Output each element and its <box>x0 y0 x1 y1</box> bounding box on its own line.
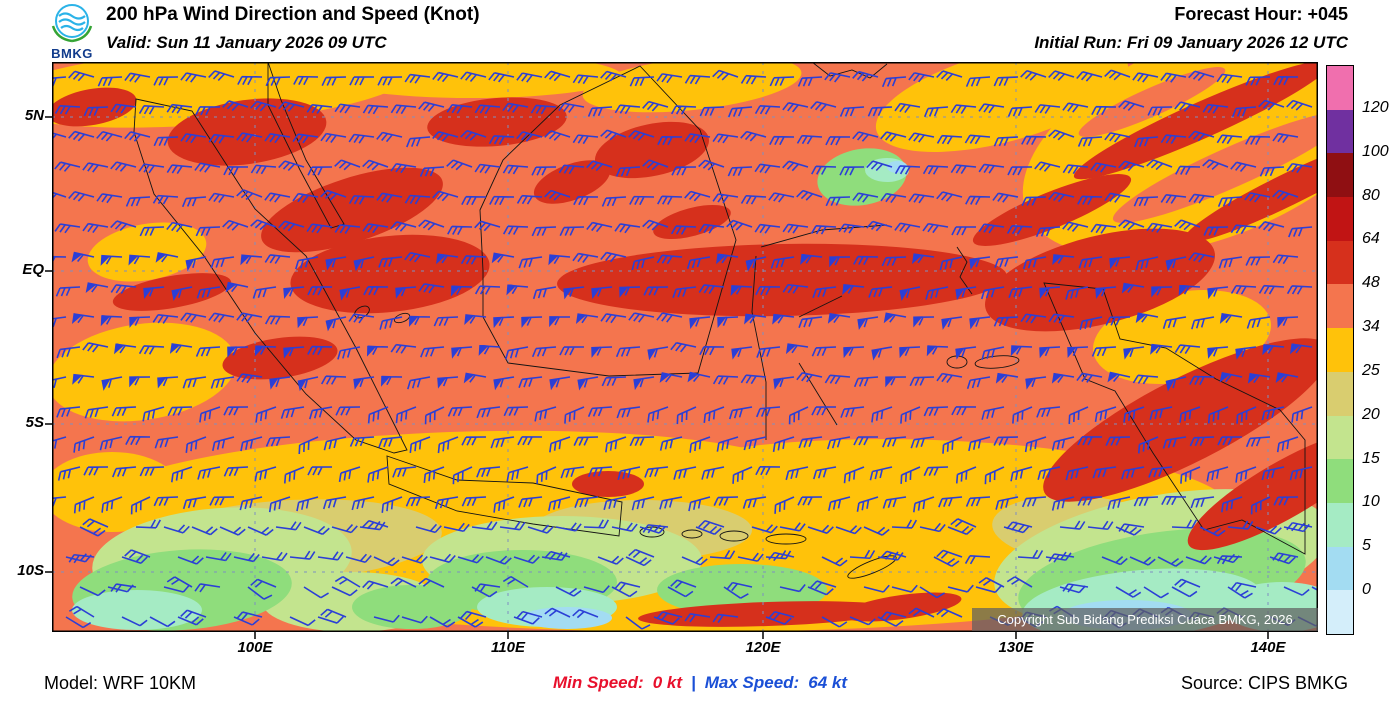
colorbar-label: 25 <box>1362 361 1380 379</box>
min-speed-label: Min Speed: <box>553 673 644 692</box>
colorbar-label: 10 <box>1362 493 1380 511</box>
lon-label: 110E <box>491 639 525 656</box>
colorbar-segment <box>1327 197 1353 241</box>
colorbar-label: 48 <box>1362 274 1380 292</box>
valid-time: Valid: Sun 11 January 2026 09 UTC <box>106 33 387 52</box>
colorbar-label: 64 <box>1362 230 1380 248</box>
colorbar-label: 15 <box>1362 449 1380 467</box>
copyright-overlay: Copyright Sub Bidang Prediksi Cuaca BMKG… <box>972 608 1318 631</box>
lon-label: 100E <box>237 639 273 656</box>
colorbar-label: 34 <box>1362 318 1380 336</box>
colorbar-segment <box>1327 109 1353 154</box>
speed-separator: | <box>690 673 696 692</box>
bmkg-logo-icon <box>51 4 93 43</box>
lon-label: 130E <box>998 639 1034 656</box>
colorbar-segment <box>1327 240 1353 285</box>
colorbar-segment <box>1327 502 1353 547</box>
colorbar-segment <box>1327 284 1353 329</box>
model-label: Model: WRF 10KM <box>44 673 197 693</box>
lat-label: 5S <box>25 414 44 431</box>
bmkg-logo-text: BMKG <box>51 46 93 61</box>
colorbar-label: 5 <box>1362 537 1371 555</box>
colorbar-label: 20 <box>1362 405 1380 423</box>
min-speed-value: 0 kt <box>652 673 682 692</box>
colorbar-segment <box>1327 328 1353 372</box>
initial-run: Initial Run: Fri 09 January 2026 12 UTC <box>1034 33 1348 52</box>
lat-label: 5N <box>24 107 44 124</box>
colorbar-segment <box>1327 459 1353 503</box>
colorbar-segment <box>1327 546 1353 591</box>
max-speed-value: 64 kt <box>808 673 847 692</box>
lat-label: 10S <box>17 562 44 579</box>
colorbar-segment <box>1327 371 1353 416</box>
lat-label: EQ <box>22 261 44 278</box>
speed-summary: Min Speed: 0 kt | Max Speed: 64 kt <box>553 673 847 693</box>
colorbar-segment <box>1327 415 1353 460</box>
colorbar-segment <box>1327 590 1353 634</box>
colorbar-label: 80 <box>1362 186 1380 204</box>
source-label: Source: CIPS BMKG <box>1180 673 1348 693</box>
forecast-hour: Forecast Hour: +045 <box>1174 4 1348 24</box>
lon-label: 140E <box>1250 639 1286 656</box>
colorbar-segment <box>1327 153 1353 198</box>
bmkg-logo: BMKG <box>42 2 102 61</box>
colorbar <box>1326 65 1354 635</box>
colorbar-label: 0 <box>1362 581 1371 599</box>
map-title: 200 hPa Wind Direction and Speed (Knot) <box>106 4 480 25</box>
wind-speed-map <box>45 62 1318 639</box>
colorbar-label: 100 <box>1362 142 1389 160</box>
colorbar-label: 120 <box>1362 98 1389 116</box>
max-speed-label: Max Speed: <box>704 673 800 692</box>
colorbar-segment <box>1327 66 1353 110</box>
lon-label: 120E <box>745 639 781 656</box>
